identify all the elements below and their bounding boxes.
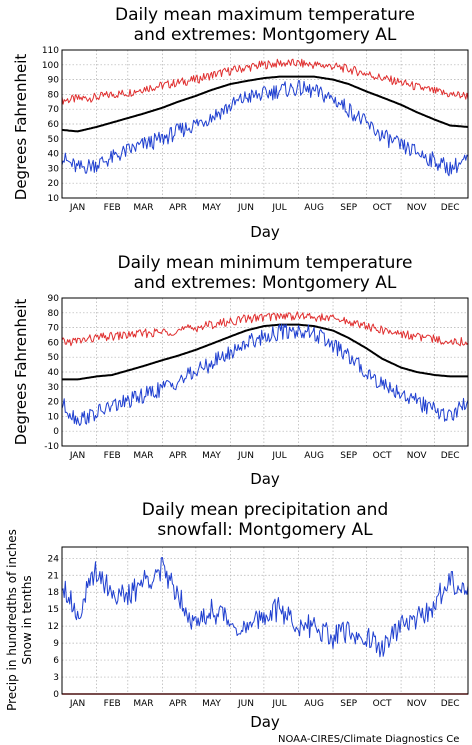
x-tick-label: FEB [104,699,121,709]
chart-title-line-2: and extremes: Montgomery AL [134,25,397,45]
y-axis-label: Degrees Fahrenheit [12,299,30,446]
x-tick-label: DEC [441,451,460,461]
chart-title-line-1: Daily mean minimum temperature [118,253,413,273]
x-tick-label: AUG [304,451,324,461]
chart-title-line-2: and extremes: Montgomery AL [134,273,397,293]
x-tick-label: APR [169,699,187,709]
y-tick-label: 50 [48,135,60,145]
chart-title-line-1: Daily mean precipitation and [142,500,389,520]
x-tick-label: DEC [441,699,460,709]
y-tick-label: 20 [48,179,60,189]
x-tick-label: FEB [104,203,121,213]
y-tick-label: 40 [48,368,60,378]
x-tick-label: JUL [271,699,286,709]
max-temperature-chart: Daily mean maximum temperature and extre… [12,5,469,241]
y-tick-label: 40 [48,150,60,160]
x-tick-label: AUG [304,203,324,213]
x-tick-label: SEP [340,699,357,709]
x-tick-label: MAY [202,699,221,709]
x-tick-label: JAN [69,699,85,709]
y-tick-label: 80 [48,90,60,100]
x-tick-label: JUN [237,203,254,213]
x-tick-label: JAN [69,203,85,213]
y-tick-label: 110 [42,46,59,56]
y-axis-label-line-2: Snow in tenths [20,575,34,664]
x-tick-label: JUL [271,451,286,461]
x-tick-label: MAY [202,203,221,213]
y-tick-label: 10 [48,412,60,422]
x-tick-label: JUL [271,203,286,213]
precipitation-chart: Daily mean precipitation and snowfall: M… [5,500,469,731]
x-tick-label: JUN [237,451,254,461]
x-tick-label: NOV [407,203,428,213]
x-tick-label: MAR [133,203,153,213]
y-tick-label: 60 [48,338,60,348]
y-axis-label-line-1: Precip in hundredths of inches [5,529,19,711]
y-tick-label: -10 [44,442,59,452]
y-tick-label: 12 [48,622,59,632]
record-low-line [61,80,469,177]
y-tick-label: 100 [42,61,59,71]
y-tick-label: 30 [48,164,60,174]
x-tick-label: OCT [373,451,392,461]
x-tick-label: NOV [407,451,428,461]
x-tick-label: FEB [104,451,121,461]
x-tick-label: JUN [237,699,254,709]
mean-max-line [61,75,469,133]
y-tick-label: 18 [48,588,60,598]
y-tick-label: 30 [48,383,60,393]
y-tick-label: 0 [53,690,59,700]
x-tick-label: MAR [133,451,153,461]
x-tick-label: APR [169,203,187,213]
record-high-line [61,58,469,105]
y-tick-label: 3 [53,673,59,683]
x-tick-label: OCT [373,203,392,213]
y-tick-label: 0 [53,427,59,437]
mean-min-line [62,323,468,381]
min-temperature-chart: Daily mean minimum temperature and extre… [12,253,469,488]
x-tick-label: SEP [340,451,357,461]
x-tick-label: NOV [407,699,428,709]
x-axis-label: Day [250,470,280,488]
x-tick-label: MAR [133,699,153,709]
y-tick-label: 20 [48,398,60,408]
precipitation-line [61,557,469,658]
y-tick-label: 50 [48,353,60,363]
y-tick-label: 70 [48,105,60,115]
y-tick-label: 10 [48,194,60,204]
y-tick-label: 80 [48,309,60,319]
y-tick-label: 6 [53,656,59,666]
x-tick-label: APR [169,451,187,461]
x-tick-label: SEP [340,203,357,213]
x-tick-label: AUG [304,699,324,709]
record-low-line [61,323,469,426]
plot-frame [61,297,469,447]
y-axis-label: Degrees Fahrenheit [12,54,30,201]
chart-title-line-1: Daily mean maximum temperature [115,5,415,25]
credit-text: NOAA-CIRES/Climate Diagnostics Ce [278,734,459,745]
x-axis-label: Day [250,713,280,731]
y-tick-label: 90 [48,294,60,304]
y-tick-label: 15 [48,605,59,615]
x-tick-label: JAN [69,451,85,461]
plot-frame [61,49,469,199]
record-high-line [61,311,469,347]
y-tick-label: 90 [48,76,60,86]
x-tick-label: OCT [373,699,392,709]
x-tick-label: DEC [441,203,460,213]
y-tick-label: 9 [53,639,59,649]
y-tick-label: 70 [48,324,60,334]
plot-frame [61,546,469,695]
chart-title-line-2: snowfall: Montgomery AL [157,520,373,540]
y-tick-label: 24 [48,554,60,564]
y-tick-label: 21 [48,571,59,581]
y-tick-label: 60 [48,120,60,130]
x-tick-label: MAY [202,451,221,461]
x-axis-label: Day [250,223,280,241]
